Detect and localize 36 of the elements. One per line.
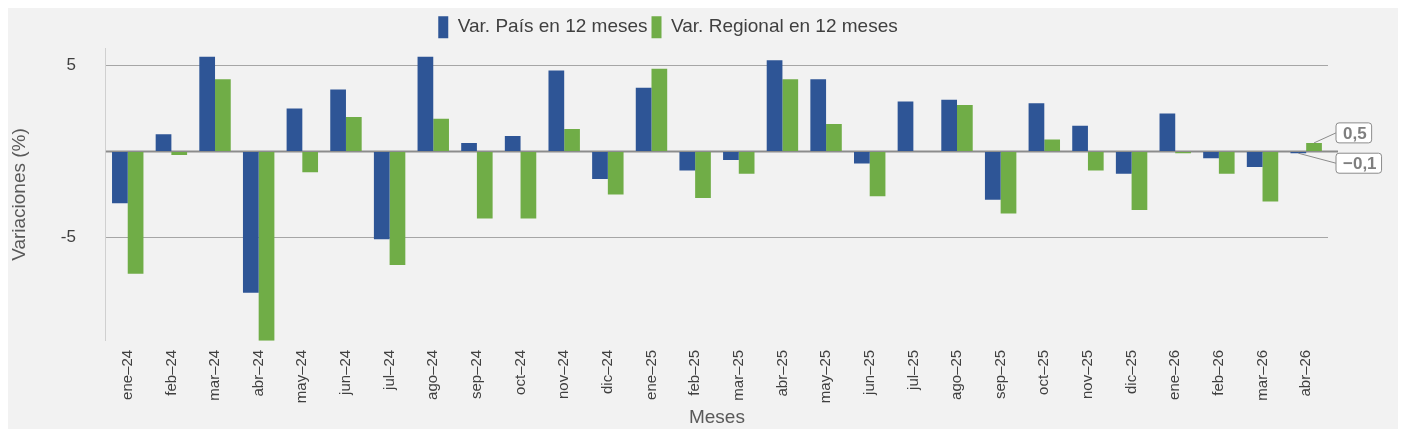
x-tick-label: ene–24: [117, 349, 135, 400]
legend-label: Var. País en 12 meses: [457, 15, 648, 37]
x-axis-title: Meses: [688, 405, 745, 427]
x-tick-label: mar–25: [728, 349, 746, 401]
data-label: −0,1: [1343, 153, 1377, 173]
y-tick-label: 5: [66, 55, 76, 75]
x-tick-label: jun–25: [859, 349, 877, 396]
y-tick-label: -5: [60, 227, 76, 247]
legend-label: Var. Regional en 12 meses: [671, 15, 898, 37]
x-tick-label: abr–25: [772, 349, 790, 397]
x-tick-label: nov–24: [554, 349, 572, 400]
x-tick-label: sep–25: [990, 349, 1008, 400]
x-tick-label: ago–24: [423, 349, 441, 400]
data-label: 0,5: [1342, 123, 1367, 143]
x-tick-label: feb–24: [161, 349, 179, 396]
x-tick-label: dic–25: [1121, 349, 1139, 395]
x-tick-label: jun–24: [336, 349, 354, 396]
x-tick-label: may–25: [816, 349, 834, 404]
x-tick-label: mar–26: [1252, 349, 1270, 401]
x-tick-label: abr–24: [248, 349, 266, 397]
x-tick-label: feb–25: [685, 349, 703, 396]
x-tick-label: sep–24: [467, 349, 485, 400]
x-tick-label: jul–25: [903, 349, 921, 391]
x-tick-label: oct–25: [1034, 349, 1052, 395]
x-tick-label: jul–24: [379, 349, 397, 391]
y-axis-title: Variaciones (%): [7, 128, 29, 261]
x-tick-label: dic–24: [597, 349, 615, 395]
x-tick-label: abr–26: [1296, 349, 1314, 397]
x-tick-label: ago–25: [947, 349, 965, 400]
x-tick-label: mar–24: [205, 349, 223, 401]
x-tick-label: ene–26: [1165, 349, 1183, 400]
x-tick-label: oct–24: [510, 349, 528, 395]
x-tick-label: ene–25: [641, 349, 659, 400]
x-tick-label: nov–25: [1078, 349, 1096, 400]
x-tick-label: feb–26: [1209, 349, 1227, 396]
x-tick-label: may–24: [292, 349, 310, 404]
